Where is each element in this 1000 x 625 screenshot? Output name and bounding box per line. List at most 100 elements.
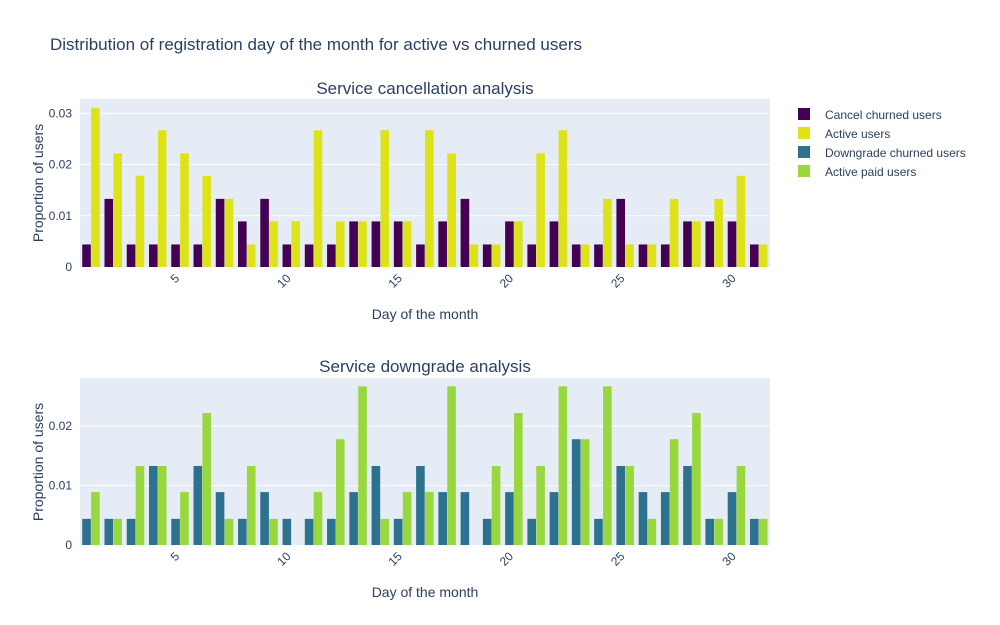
bar[interactable]	[260, 198, 269, 267]
bar[interactable]	[438, 492, 447, 545]
bar[interactable]	[304, 244, 314, 267]
bar[interactable]	[425, 492, 434, 545]
bar[interactable]	[549, 221, 559, 267]
bar[interactable]	[349, 492, 358, 545]
bar[interactable]	[692, 221, 701, 267]
bar[interactable]	[224, 198, 234, 267]
bar[interactable]	[260, 492, 269, 545]
bar[interactable]	[527, 244, 536, 267]
bar[interactable]	[202, 413, 212, 545]
bar[interactable]	[113, 518, 122, 545]
bar[interactable]	[638, 492, 648, 545]
bar[interactable]	[669, 198, 679, 267]
bar[interactable]	[282, 518, 292, 545]
bar[interactable]	[447, 153, 456, 267]
bar[interactable]	[758, 244, 768, 267]
bar[interactable]	[291, 221, 301, 267]
bar[interactable]	[238, 518, 247, 545]
bar[interactable]	[416, 244, 425, 267]
bar[interactable]	[514, 413, 523, 545]
bar[interactable]	[157, 130, 167, 267]
bar[interactable]	[660, 492, 670, 545]
bar[interactable]	[603, 386, 612, 545]
bar[interactable]	[327, 518, 336, 545]
bar[interactable]	[714, 198, 723, 267]
bar[interactable]	[625, 244, 634, 267]
bar[interactable]	[491, 465, 501, 545]
bar[interactable]	[238, 221, 247, 267]
bar[interactable]	[358, 221, 367, 267]
bar[interactable]	[171, 518, 180, 545]
bar[interactable]	[683, 221, 692, 267]
bar[interactable]	[402, 492, 412, 545]
bar[interactable]	[749, 244, 759, 267]
bar[interactable]	[594, 244, 603, 267]
bar[interactable]	[736, 175, 746, 267]
bar[interactable]	[460, 198, 470, 267]
bar[interactable]	[91, 107, 100, 268]
bar[interactable]	[193, 465, 203, 545]
bar[interactable]	[246, 465, 256, 545]
bar[interactable]	[536, 465, 545, 545]
bar[interactable]	[714, 518, 723, 545]
bar[interactable]	[157, 465, 167, 545]
bar[interactable]	[193, 244, 203, 267]
bar[interactable]	[482, 244, 492, 267]
bar[interactable]	[536, 153, 545, 267]
bar[interactable]	[313, 130, 323, 267]
bar[interactable]	[438, 221, 447, 267]
legend-item[interactable]: Cancel churned users	[798, 108, 942, 122]
bar[interactable]	[313, 492, 323, 545]
bar[interactable]	[460, 492, 470, 545]
bar[interactable]	[736, 465, 746, 545]
bar[interactable]	[149, 465, 158, 545]
bar[interactable]	[202, 175, 212, 267]
bar[interactable]	[91, 492, 100, 545]
bar[interactable]	[514, 221, 523, 267]
bar[interactable]	[304, 518, 314, 545]
bar[interactable]	[282, 244, 292, 267]
bar[interactable]	[393, 221, 403, 267]
bar[interactable]	[705, 221, 715, 267]
bar[interactable]	[594, 518, 603, 545]
bar[interactable]	[113, 153, 122, 267]
bar[interactable]	[349, 221, 358, 267]
bar[interactable]	[215, 492, 225, 545]
bar[interactable]	[180, 153, 189, 267]
bar[interactable]	[135, 465, 145, 545]
bar[interactable]	[727, 492, 737, 545]
bar[interactable]	[425, 130, 434, 267]
bar[interactable]	[82, 518, 91, 545]
bar[interactable]	[669, 439, 679, 545]
bar[interactable]	[126, 518, 136, 545]
bar[interactable]	[393, 518, 403, 545]
bar[interactable]	[571, 439, 581, 545]
bar[interactable]	[327, 244, 336, 267]
bar[interactable]	[683, 465, 692, 545]
bar[interactable]	[616, 198, 626, 267]
bar[interactable]	[580, 439, 590, 545]
bar[interactable]	[180, 492, 189, 545]
bar[interactable]	[647, 244, 657, 267]
bar[interactable]	[558, 386, 568, 545]
legend-item[interactable]: Active users	[798, 127, 890, 141]
bar[interactable]	[647, 518, 657, 545]
bar[interactable]	[482, 518, 492, 545]
bar[interactable]	[616, 465, 626, 545]
bar[interactable]	[638, 244, 648, 267]
legend-item[interactable]: Downgrade churned users	[798, 146, 966, 160]
bar[interactable]	[705, 518, 715, 545]
bar[interactable]	[727, 221, 737, 267]
bar[interactable]	[82, 244, 91, 267]
bar[interactable]	[371, 465, 381, 545]
bar[interactable]	[335, 221, 345, 267]
bar[interactable]	[571, 244, 581, 267]
bar[interactable]	[380, 130, 390, 267]
bar[interactable]	[491, 244, 501, 267]
bar[interactable]	[692, 413, 701, 545]
bar[interactable]	[104, 198, 114, 267]
bar[interactable]	[126, 244, 136, 267]
bar[interactable]	[660, 244, 670, 267]
bar[interactable]	[402, 221, 412, 267]
bar[interactable]	[625, 465, 634, 545]
